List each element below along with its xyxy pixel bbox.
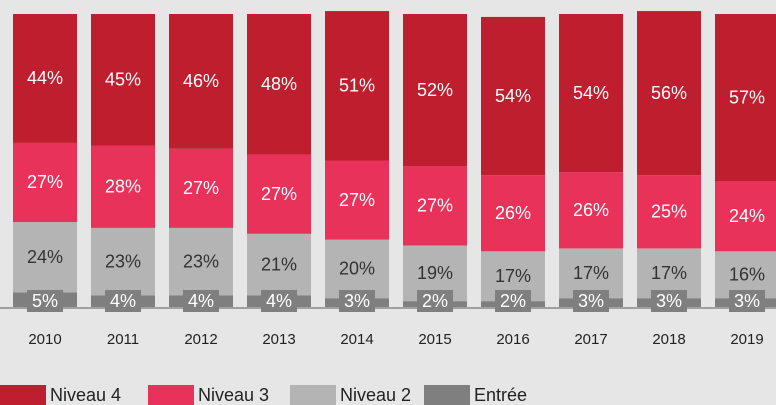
data-label: 26% [573,200,609,220]
label-box [729,290,765,312]
data-label: 28% [105,177,141,197]
x-tick-label: 2011 [107,331,139,348]
data-label: 27% [417,196,453,216]
bar-segment [169,14,233,149]
data-label: 2% [422,291,448,311]
bar-segment [91,145,155,228]
data-label: 4% [188,291,214,311]
data-label: 44% [27,68,63,88]
legend-label: Niveau 4 [50,385,121,405]
bar-segment [637,248,701,299]
data-label: 27% [261,184,297,204]
data-label: 56% [651,83,687,103]
data-label: 51% [339,76,375,96]
data-label: 27% [339,190,375,210]
legend-swatch [148,385,194,405]
bar-segment [325,239,389,299]
data-label: 2% [500,291,526,311]
bar-segment [403,166,467,246]
bar-segment [247,233,311,296]
data-label: 5% [32,291,58,311]
data-label: 27% [183,178,219,198]
data-label: 20% [339,259,375,279]
bar-segment [325,160,389,240]
data-label: 21% [261,254,297,274]
label-box [261,290,297,312]
x-tick-label: 2012 [184,331,217,348]
x-tick-label: 2019 [730,331,763,348]
data-label: 45% [105,70,141,90]
bar-segment [325,11,389,161]
bar-segment [247,154,311,234]
data-label: 3% [656,291,682,311]
data-label: 25% [651,202,687,222]
bar-segment [403,14,467,167]
bar-segment [169,148,233,228]
x-tick-label: 2017 [574,331,607,348]
x-tick-label: 2014 [340,331,373,348]
label-box [105,290,141,312]
bar-segment [91,14,155,146]
bar-segment [637,175,701,249]
data-label: 52% [417,80,453,100]
label-box [417,290,453,312]
bar-segment [637,11,701,176]
label-box [495,290,531,312]
data-label: 4% [110,291,136,311]
data-label: 3% [578,291,604,311]
bar-segment [247,14,311,155]
data-label: 23% [183,251,219,271]
label-box [651,290,687,312]
bar-segment [481,175,545,252]
data-label: 17% [573,263,609,283]
data-label: 54% [573,83,609,103]
x-tick-label: 2013 [262,331,295,348]
bar-segment [715,14,776,182]
x-tick-label: 2016 [496,331,529,348]
bar-segment [481,16,545,176]
data-label: 48% [261,74,297,94]
data-label: 46% [183,71,219,91]
label-box [27,290,63,312]
x-tick-label: 2010 [28,331,61,348]
data-label: 23% [105,251,141,271]
bar-segment [13,14,77,143]
data-label: 54% [495,86,531,106]
legend-swatch [290,385,336,405]
data-label: 17% [651,263,687,283]
bar-segment [13,222,77,293]
label-box [573,290,609,312]
bar-segment [559,14,623,173]
data-label: 57% [729,87,765,107]
legend-swatch [424,385,470,405]
data-label: 24% [27,247,63,267]
bar-segment [13,142,77,223]
legend-label: Entrée [474,385,527,405]
label-box [183,290,219,312]
data-label: 24% [729,206,765,226]
data-label: 16% [729,265,765,285]
bar-segment [715,181,776,252]
bar-segment [169,227,233,296]
data-label: 26% [495,203,531,223]
legend-label: Niveau 3 [198,385,269,405]
legend-swatch [0,385,46,405]
data-label: 3% [734,291,760,311]
data-label: 17% [495,266,531,286]
legend-label: Niveau 2 [340,385,411,405]
label-box [339,290,375,312]
x-tick-label: 2018 [652,331,685,348]
data-label: 4% [266,291,292,311]
bar-segment [559,172,623,249]
x-tick-label: 2015 [418,331,451,348]
data-label: 27% [27,172,63,192]
data-label: 19% [417,263,453,283]
bar-segment [559,248,623,299]
data-label: 3% [344,291,370,311]
bar-segment [91,227,155,296]
